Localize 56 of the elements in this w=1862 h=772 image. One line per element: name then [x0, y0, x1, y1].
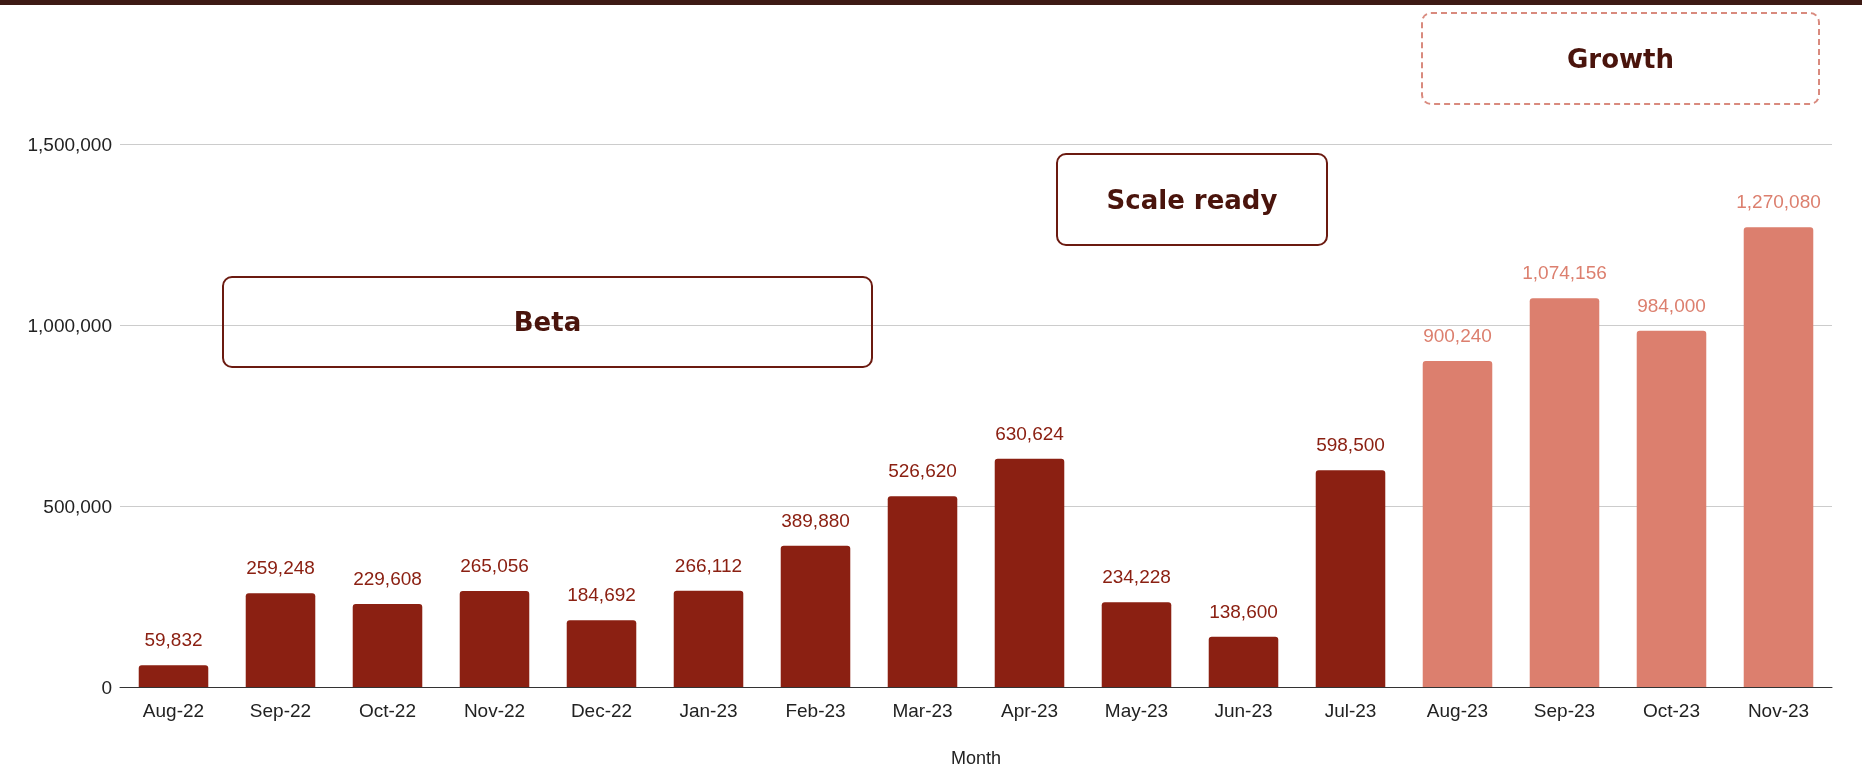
- bar: [1529, 298, 1600, 687]
- y-tick-label: 0: [101, 676, 112, 698]
- data-label: 184,692: [567, 584, 636, 606]
- x-tick-label: Dec-22: [570, 700, 633, 721]
- bar: [780, 545, 851, 687]
- x-tick-label: Aug-23: [1426, 700, 1489, 721]
- data-label: 266,112: [674, 554, 743, 576]
- data-label: 59,832: [144, 629, 203, 651]
- data-label: 1,074,156: [1522, 262, 1607, 284]
- data-label: 598,500: [1316, 434, 1385, 456]
- x-tick-label: Apr-23: [1000, 700, 1059, 721]
- x-tick-label: Jul-23: [1324, 700, 1377, 721]
- x-axis-title: Month: [950, 748, 1002, 768]
- data-label: 389,880: [781, 509, 850, 531]
- bar: [352, 603, 423, 687]
- bar: [138, 665, 209, 687]
- x-tick-label: Jun-23: [1214, 700, 1273, 721]
- bar: [673, 590, 744, 687]
- bar: [566, 620, 637, 687]
- x-tick-label: May-23: [1104, 700, 1169, 721]
- data-label: 526,620: [888, 460, 957, 482]
- data-label: 138,600: [1209, 600, 1278, 622]
- x-tick-label: Sep-22: [249, 700, 312, 721]
- bar: [994, 458, 1065, 687]
- bar: [1315, 470, 1386, 687]
- data-label: 265,056: [460, 555, 529, 577]
- bar: [1636, 330, 1707, 687]
- x-tick-label: Nov-23: [1747, 700, 1810, 721]
- bar: [459, 591, 530, 687]
- label-box: Beta: [222, 276, 873, 368]
- bar: [1422, 361, 1493, 687]
- label-box: Scale ready: [1056, 153, 1328, 246]
- x-tick-label: Mar-23: [892, 700, 953, 721]
- x-tick-label: Oct-23: [1642, 700, 1701, 721]
- bar: [1101, 602, 1172, 687]
- x-tick-label: Aug-22: [142, 700, 205, 721]
- bar: [1743, 227, 1814, 687]
- y-tick-label: 500,000: [43, 495, 112, 517]
- y-tick-label: 1,500,000: [27, 133, 112, 155]
- x-tick-label: Jan-23: [679, 700, 738, 721]
- x-tick-label: Sep-23: [1533, 700, 1596, 721]
- x-tick-label: Oct-22: [358, 700, 417, 721]
- label-box: Growth: [1421, 12, 1820, 105]
- data-label: 630,624: [995, 422, 1065, 444]
- bar: [887, 496, 958, 687]
- x-tick-label: Feb-23: [785, 700, 846, 721]
- y-tick-label: 1,000,000: [27, 314, 112, 336]
- data-label: 984,000: [1637, 294, 1706, 316]
- data-label: 229,608: [353, 567, 422, 589]
- bar: [245, 593, 316, 687]
- bar: [1208, 636, 1279, 687]
- data-label: 1,270,080: [1736, 191, 1821, 213]
- data-label: 900,240: [1423, 325, 1492, 347]
- data-label: 259,248: [246, 557, 315, 579]
- data-label: 234,228: [1102, 566, 1171, 588]
- x-tick-label: Nov-22: [463, 700, 526, 721]
